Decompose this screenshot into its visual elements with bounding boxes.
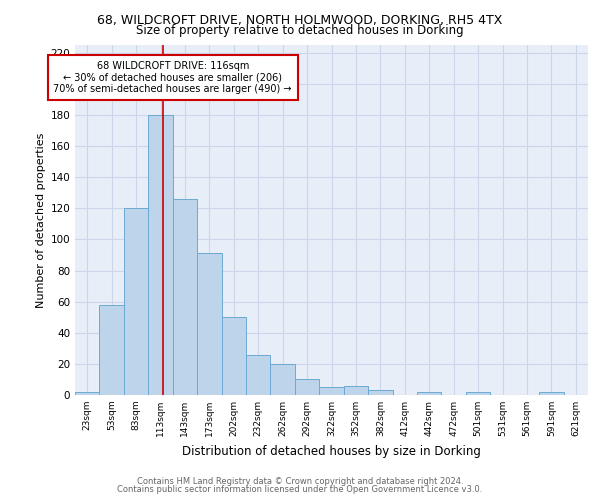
Bar (295, 380, 319, 395)
Bar (539, 392, 563, 395)
Text: Contains HM Land Registry data © Crown copyright and database right 2024.: Contains HM Land Registry data © Crown c… (137, 477, 463, 486)
Bar (417, 392, 442, 395)
Text: Size of property relative to detached houses in Dorking: Size of property relative to detached ho… (136, 24, 464, 37)
Bar (148, 115, 173, 395)
Bar (221, 317, 246, 395)
Text: 68, WILDCROFT DRIVE, NORTH HOLMWOOD, DORKING, RH5 4TX: 68, WILDCROFT DRIVE, NORTH HOLMWOOD, DOR… (97, 14, 503, 27)
Bar (197, 254, 221, 395)
Bar (319, 387, 344, 395)
Bar (75, 392, 100, 395)
Bar (100, 305, 124, 395)
Bar (271, 364, 295, 395)
Bar (124, 208, 148, 395)
Y-axis label: Number of detached properties: Number of detached properties (36, 132, 46, 308)
Text: Contains public sector information licensed under the Open Government Licence v3: Contains public sector information licen… (118, 485, 482, 494)
X-axis label: Distribution of detached houses by size in Dorking: Distribution of detached houses by size … (182, 444, 481, 458)
Bar (368, 390, 392, 395)
Bar (344, 386, 368, 395)
Bar (173, 199, 197, 395)
Bar (466, 392, 490, 395)
Bar (246, 354, 271, 395)
Text: 68 WILDCROFT DRIVE: 116sqm
← 30% of detached houses are smaller (206)
70% of sem: 68 WILDCROFT DRIVE: 116sqm ← 30% of deta… (53, 60, 292, 94)
